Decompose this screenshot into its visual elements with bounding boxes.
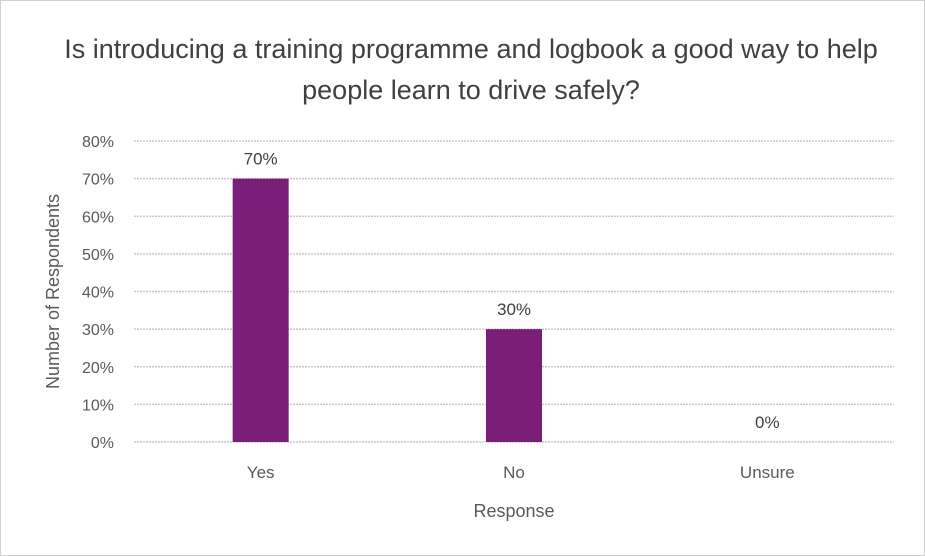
y-tick-label: 50% [82, 247, 114, 264]
bar [232, 178, 289, 442]
y-tick-label: 70% [82, 172, 114, 189]
chart-title: Is introducing a training programme and … [64, 34, 878, 105]
y-tick-label: 80% [82, 134, 114, 151]
x-category-label: No [503, 463, 525, 482]
y-axis-title: Number of Respondents [43, 194, 63, 389]
data-label: 70% [244, 150, 278, 169]
y-tick-label: 0% [91, 435, 114, 452]
x-category-label: Unsure [740, 463, 795, 482]
bar [486, 329, 542, 442]
x-category-label: Yes [247, 463, 275, 482]
data-label: 0% [755, 413, 780, 432]
y-tick-label: 20% [82, 360, 114, 377]
y-tick-label: 30% [82, 322, 114, 339]
data-label: 30% [497, 300, 531, 319]
y-tick-label: 10% [82, 397, 114, 414]
y-tick-label: 60% [82, 209, 114, 226]
y-tick-label: 40% [82, 285, 114, 302]
x-axis-title: Response [473, 501, 554, 521]
